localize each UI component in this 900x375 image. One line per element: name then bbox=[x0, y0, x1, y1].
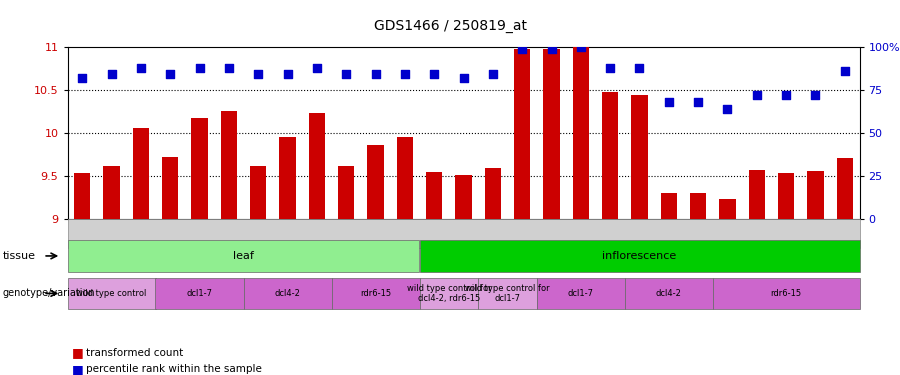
Bar bbox=[514, 50, 530, 219]
Text: tissue: tissue bbox=[3, 251, 36, 261]
Bar bbox=[192, 118, 208, 219]
Text: inflorescence: inflorescence bbox=[602, 251, 677, 261]
Bar bbox=[74, 173, 90, 219]
Text: dcl1-7: dcl1-7 bbox=[186, 289, 212, 298]
Point bbox=[339, 72, 354, 78]
Point bbox=[427, 72, 441, 78]
Bar bbox=[778, 173, 794, 219]
Bar bbox=[279, 136, 295, 219]
Bar bbox=[250, 166, 266, 219]
Point bbox=[456, 75, 471, 81]
Text: wild type control: wild type control bbox=[76, 289, 147, 298]
Point bbox=[368, 72, 382, 78]
Point bbox=[779, 92, 794, 98]
Bar bbox=[719, 199, 735, 219]
Bar bbox=[162, 157, 178, 219]
Point bbox=[193, 64, 207, 70]
Point bbox=[310, 64, 324, 70]
Point bbox=[280, 72, 294, 78]
Point bbox=[163, 72, 177, 78]
Text: percentile rank within the sample: percentile rank within the sample bbox=[86, 364, 261, 374]
Text: wild type control for
dcl4-2, rdr6-15: wild type control for dcl4-2, rdr6-15 bbox=[407, 284, 491, 303]
Point bbox=[750, 92, 764, 98]
Bar bbox=[104, 166, 120, 219]
Text: transformed count: transformed count bbox=[86, 348, 183, 357]
Bar bbox=[572, 47, 589, 219]
Bar bbox=[133, 128, 148, 219]
Text: wild type control for
dcl1-7: wild type control for dcl1-7 bbox=[465, 284, 550, 303]
Point bbox=[398, 72, 412, 78]
Point bbox=[633, 64, 647, 70]
Point bbox=[75, 75, 89, 81]
Point bbox=[720, 106, 734, 112]
Point bbox=[838, 68, 852, 74]
Bar bbox=[632, 95, 648, 219]
Bar bbox=[220, 111, 237, 219]
Point bbox=[808, 92, 823, 98]
Bar bbox=[485, 168, 501, 219]
Point bbox=[133, 64, 148, 70]
Text: ■: ■ bbox=[72, 346, 84, 359]
Bar bbox=[661, 194, 677, 219]
Point bbox=[662, 99, 676, 105]
Text: leaf: leaf bbox=[233, 251, 254, 261]
Text: rdr6-15: rdr6-15 bbox=[360, 289, 392, 298]
Bar bbox=[397, 138, 413, 219]
Point bbox=[104, 72, 119, 78]
Bar bbox=[807, 171, 824, 219]
Bar bbox=[602, 92, 618, 219]
Text: dcl4-2: dcl4-2 bbox=[656, 289, 682, 298]
Bar bbox=[455, 174, 472, 219]
Bar bbox=[837, 158, 853, 219]
Text: dcl1-7: dcl1-7 bbox=[568, 289, 594, 298]
Point bbox=[251, 72, 266, 78]
Bar bbox=[338, 166, 355, 219]
Bar bbox=[367, 145, 383, 219]
Point bbox=[486, 72, 500, 78]
Text: genotype/variation: genotype/variation bbox=[3, 288, 95, 298]
Text: ■: ■ bbox=[72, 363, 84, 375]
Bar bbox=[309, 113, 325, 219]
Bar bbox=[690, 193, 707, 219]
Text: GDS1466 / 250819_at: GDS1466 / 250819_at bbox=[374, 19, 526, 33]
Point bbox=[573, 44, 588, 50]
Point bbox=[603, 64, 617, 70]
Text: rdr6-15: rdr6-15 bbox=[770, 289, 802, 298]
Bar bbox=[544, 50, 560, 219]
Bar bbox=[426, 172, 442, 219]
Point bbox=[691, 99, 706, 105]
Point bbox=[544, 46, 559, 52]
Text: dcl4-2: dcl4-2 bbox=[274, 289, 301, 298]
Point bbox=[221, 64, 236, 70]
Point bbox=[515, 46, 529, 52]
Bar bbox=[749, 170, 765, 219]
